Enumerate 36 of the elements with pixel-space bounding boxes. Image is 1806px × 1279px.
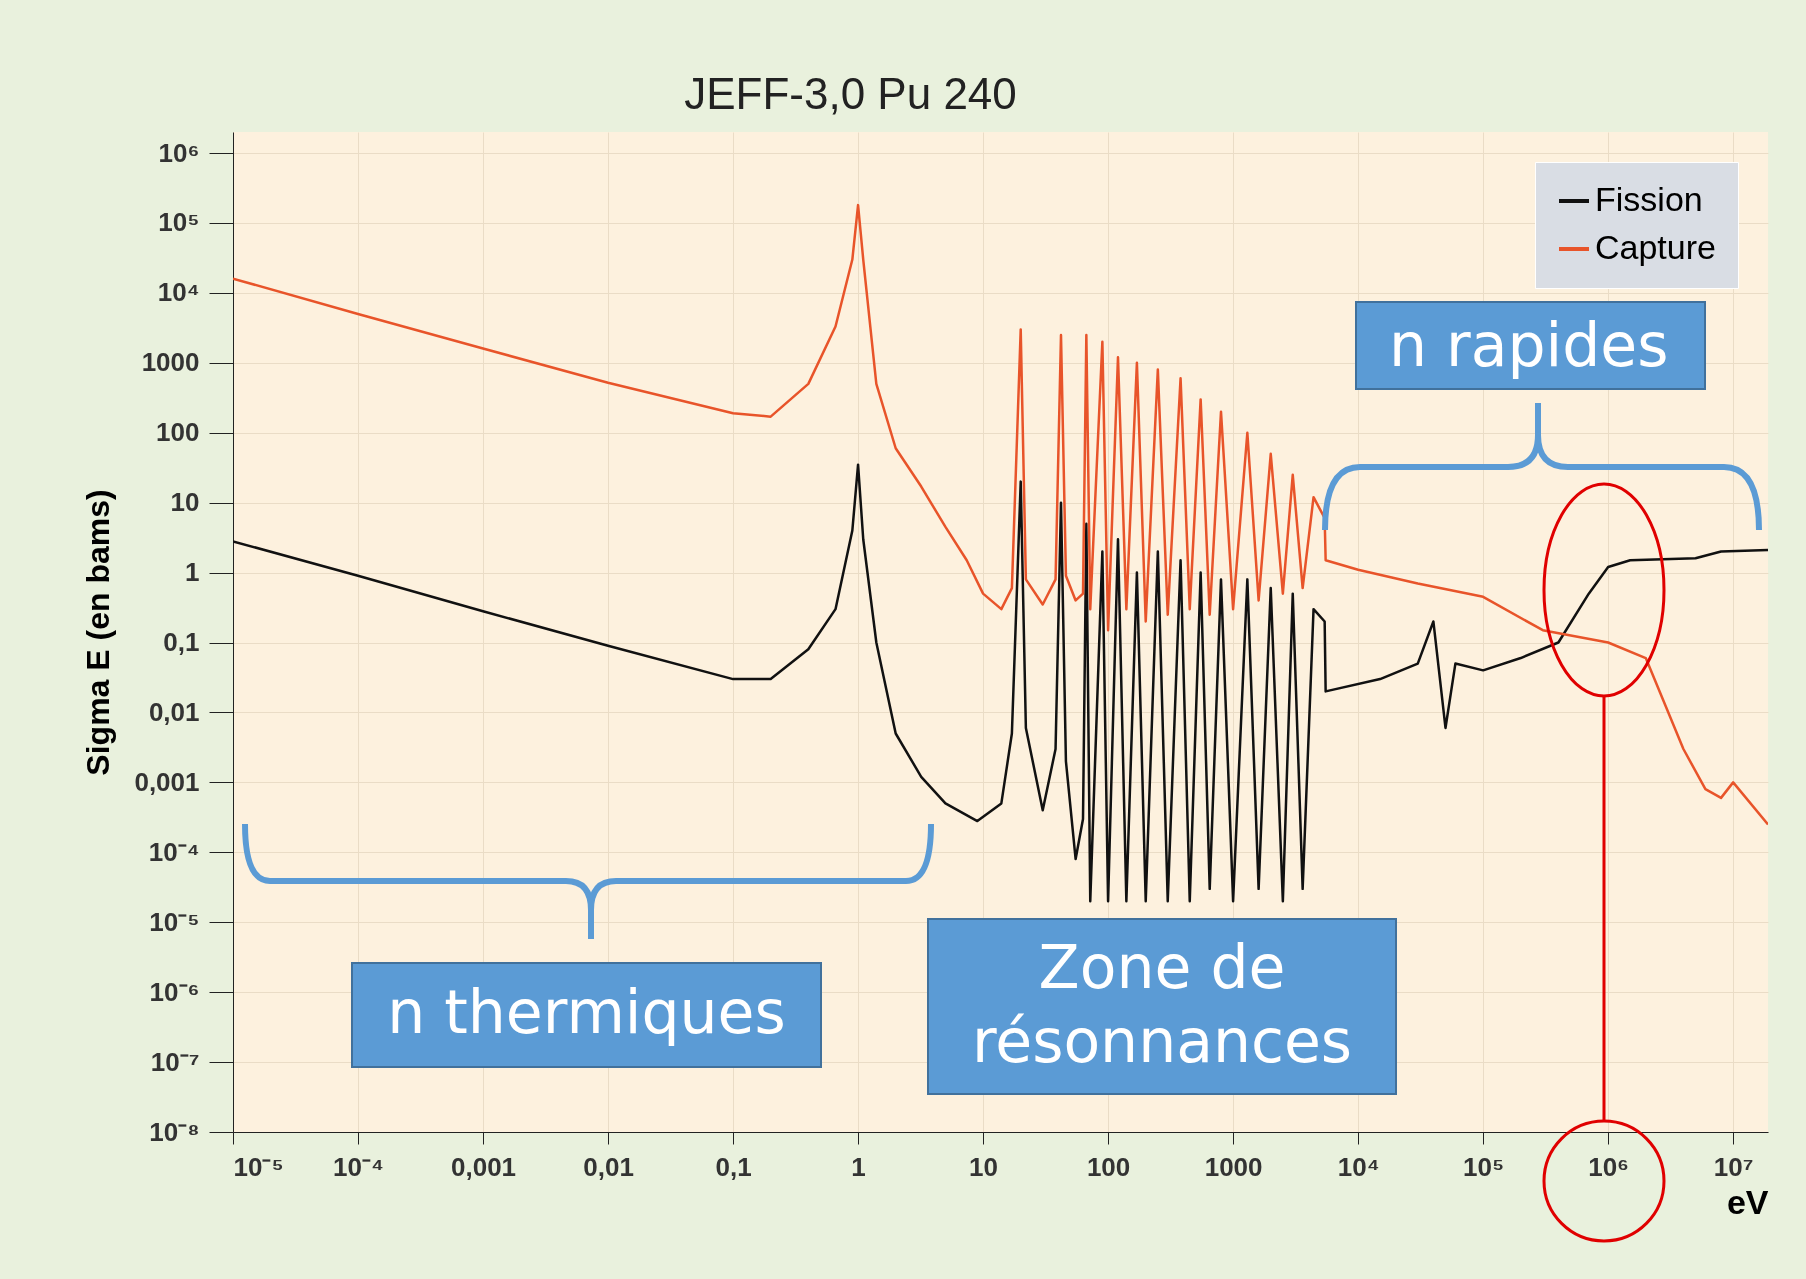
annotation: n thermiques (387, 977, 786, 1047)
y-tick-label: 10⁻⁸ (149, 1116, 200, 1147)
x-tick-label: 0,001 (450, 1151, 517, 1182)
y-tick-label: 10⁴ (157, 277, 200, 308)
x-tick-label: 100 (1086, 1151, 1131, 1182)
legend-label: Capture (1595, 228, 1716, 266)
y-tick-label: 10⁶ (158, 137, 200, 168)
annotation: Zone de résonnances (971, 931, 1353, 1076)
legend-label: Fission (1595, 180, 1703, 218)
y-tick-label: 0,01 (148, 696, 200, 727)
y-tick-label: 0,001 (134, 766, 200, 797)
y-tick-label: 0,1 (163, 627, 200, 658)
y-tick-label: 10⁻⁷ (150, 1046, 200, 1077)
y-tick-label: 10⁵ (158, 207, 200, 238)
x-tick-label: 10⁻⁵ (233, 1151, 284, 1182)
y-tick-label: 1 (185, 557, 200, 588)
y-tick-label: 100 (156, 417, 200, 448)
x-tick-label: 1000 (1204, 1151, 1263, 1182)
x-tick-label: 10⁴ (1337, 1151, 1380, 1182)
x-tick-label: 1 (851, 1151, 866, 1182)
y-tick-label: 1000 (141, 347, 200, 378)
y-tick-label: 10⁻⁵ (149, 906, 200, 937)
annotation: n rapides (1388, 310, 1669, 381)
x-tick-label: 10⁷ (1713, 1151, 1754, 1182)
chart-title: JEFF-3,0 Pu 240 (684, 69, 1017, 118)
x-tick-label: 10⁶ (1588, 1151, 1630, 1182)
y-axis-title: Sigma E (en bams) (80, 489, 117, 776)
x-tick-label: 10 (969, 1151, 999, 1182)
x-tick-label: 0,1 (715, 1151, 752, 1182)
y-tick-label: 10 (170, 487, 200, 518)
y-tick-label: 10⁻⁶ (149, 976, 200, 1007)
x-axis-title: eV (1726, 1182, 1769, 1221)
x-tick-label: 10⁻⁴ (333, 1151, 384, 1182)
x-tick-label: 10⁵ (1463, 1151, 1505, 1182)
y-tick-label: 10⁻⁴ (148, 836, 200, 867)
x-tick-label: 0,01 (583, 1151, 634, 1182)
